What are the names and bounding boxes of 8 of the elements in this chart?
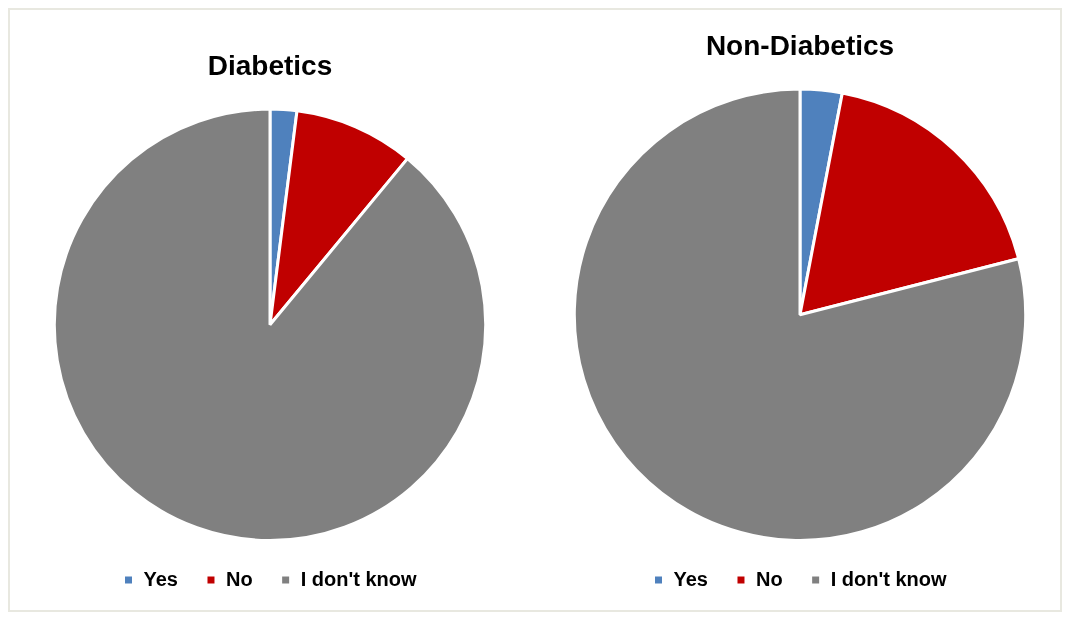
legend-label: Yes xyxy=(673,567,708,590)
chart-title: Diabetics xyxy=(207,49,333,81)
legend-label: No xyxy=(755,567,783,590)
legend-label: No xyxy=(225,567,253,590)
legend-label: I don't know xyxy=(830,567,947,590)
legend-label: I don't know xyxy=(300,567,417,590)
chart-title: Non-Diabetics xyxy=(705,29,895,61)
legend-label: Yes xyxy=(143,567,178,590)
